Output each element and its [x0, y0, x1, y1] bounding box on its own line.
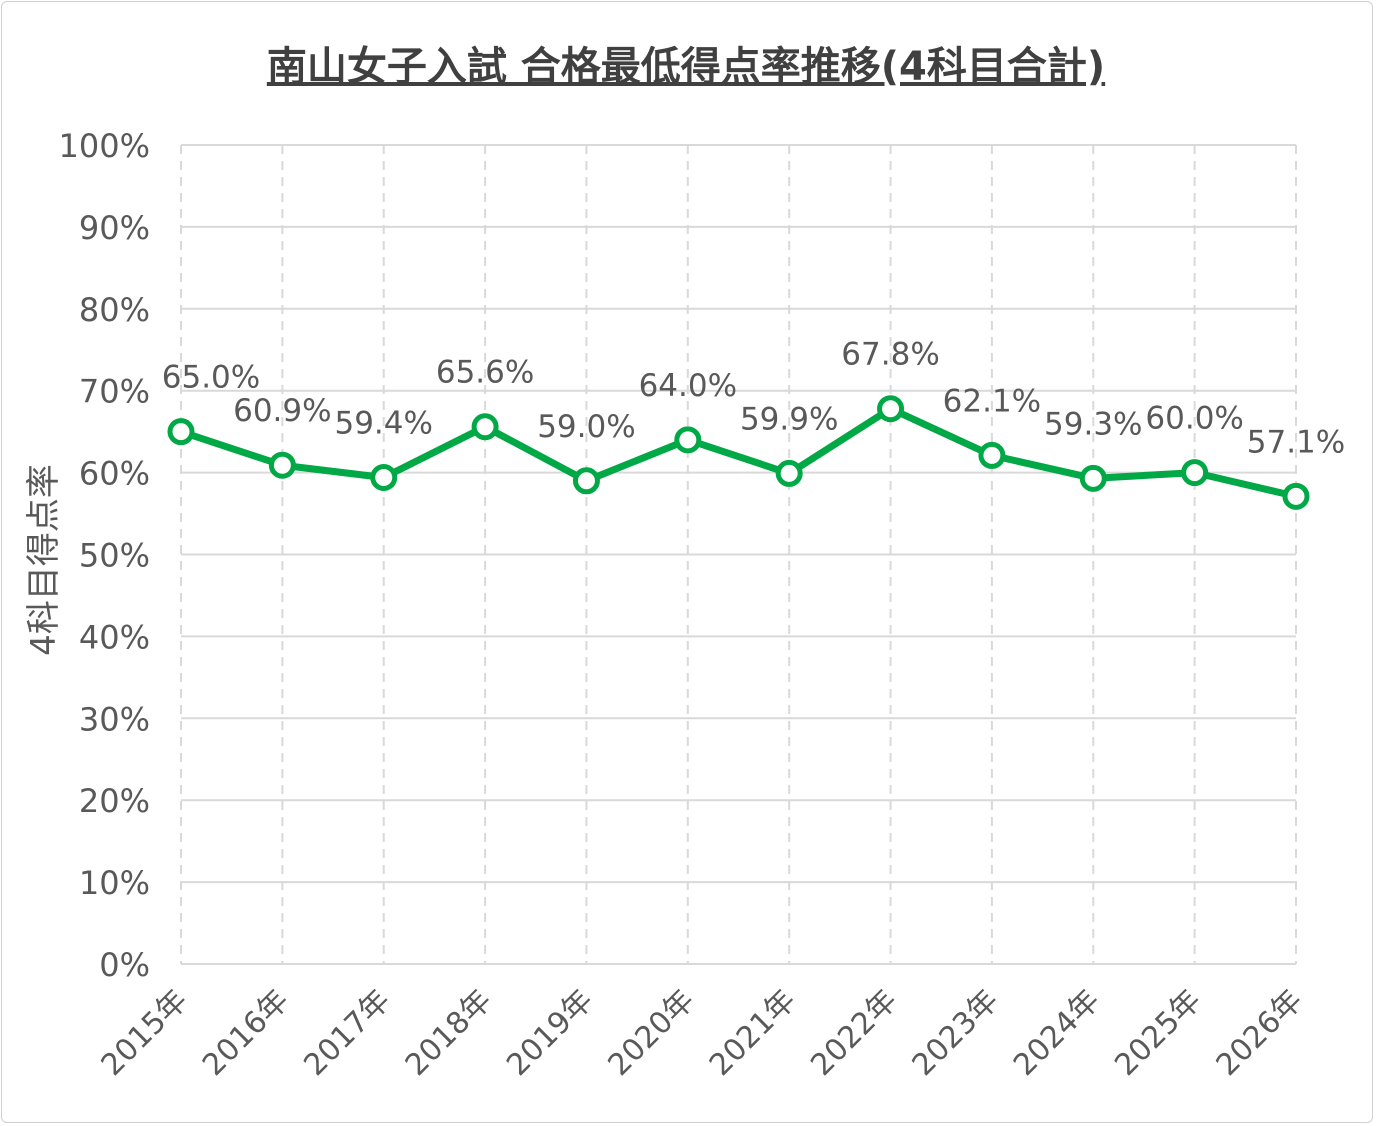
data-point [1181, 459, 1209, 487]
data-label: 59.3% [1044, 406, 1142, 442]
data-label: 60.0% [1145, 401, 1243, 437]
x-tick-label: 2015年 [95, 983, 195, 1083]
data-point [877, 395, 905, 423]
data-label: 62.1% [943, 383, 1041, 419]
x-tick-label: 2017年 [297, 983, 397, 1083]
data-point [775, 459, 803, 487]
x-tick-label: 2016年 [196, 983, 296, 1083]
data-label: 57.1% [1247, 424, 1345, 460]
x-tick-label: 2026年 [1210, 983, 1310, 1083]
y-tick-label: 50% [79, 537, 150, 575]
x-tick-label: 2018年 [399, 983, 499, 1083]
data-label: 65.6% [436, 355, 534, 391]
data-label: 64.0% [639, 368, 737, 404]
data-point [370, 464, 398, 492]
data-point [674, 426, 702, 454]
data-point [167, 418, 195, 446]
y-tick-label: 0% [99, 946, 150, 984]
data-label: 65.0% [162, 360, 260, 396]
y-tick-label: 100% [59, 127, 150, 165]
data-point [1282, 482, 1310, 510]
data-label: 59.4% [334, 406, 432, 442]
data-label: 67.8% [841, 337, 939, 373]
data-point [1079, 464, 1107, 492]
y-tick-label: 90% [79, 209, 150, 247]
y-axis-label: 4科目得点率 [24, 464, 64, 656]
data-point [978, 441, 1006, 469]
x-tick-label: 2019年 [500, 983, 600, 1083]
x-tick-label: 2021年 [703, 983, 803, 1083]
data-label: 60.9% [233, 393, 331, 429]
y-tick-label: 80% [79, 291, 150, 329]
data-label: 59.0% [537, 409, 635, 445]
x-tick-label: 2025年 [1108, 983, 1208, 1083]
data-point [471, 413, 499, 441]
chart-title: 南山女子入試 合格最低得点率推移(4科目合計) [267, 44, 1105, 90]
x-tick-label: 2020年 [602, 983, 702, 1083]
data-label: 59.9% [740, 401, 838, 437]
y-tick-label: 60% [79, 455, 150, 493]
x-tick-label: 2024年 [1007, 983, 1107, 1083]
y-tick-label: 40% [79, 618, 150, 656]
y-tick-label: 10% [79, 864, 150, 902]
y-tick-label: 70% [79, 373, 150, 411]
series-line [179, 405, 1297, 500]
data-point [268, 451, 296, 479]
x-tick-label: 2023年 [906, 983, 1006, 1083]
y-tick-label: 20% [79, 782, 150, 820]
y-tick-label: 30% [79, 700, 150, 738]
data-point [572, 467, 600, 495]
x-tick-label: 2022年 [804, 983, 904, 1083]
